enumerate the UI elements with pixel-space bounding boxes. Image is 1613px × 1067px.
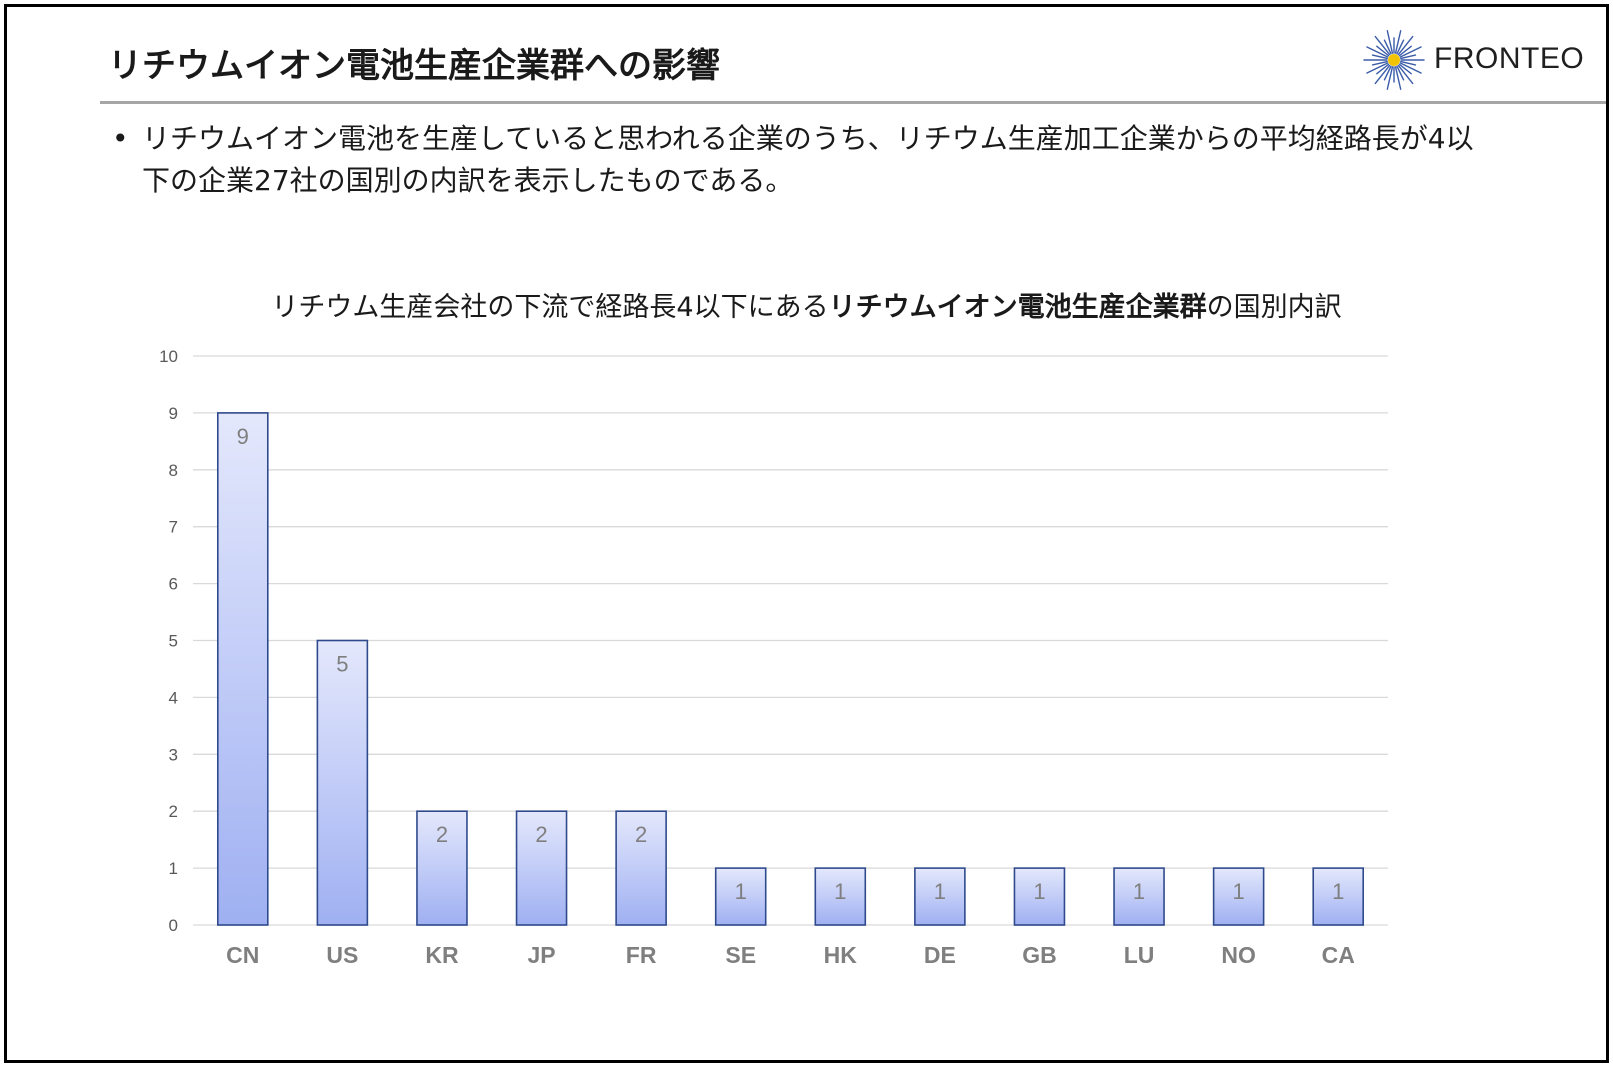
chart-title: リチウム生産会社の下流で経路長4以下にあるリチウムイオン電池生産企業群の国別内訳	[0, 285, 1613, 324]
logo-ray	[1399, 62, 1422, 74]
logo-ray	[1399, 46, 1422, 58]
data-label: 2	[535, 822, 547, 847]
logo-ray	[1386, 66, 1394, 90]
logo-ray	[1398, 63, 1412, 75]
logo-ray	[1396, 65, 1405, 81]
logo-center	[1388, 54, 1400, 66]
logo-ray	[1383, 39, 1392, 55]
data-label: 1	[735, 879, 747, 904]
x-tick-label: FR	[626, 942, 657, 968]
bullet-marker: •	[112, 122, 129, 155]
x-tick-label: HK	[824, 942, 858, 968]
bar-de	[914, 867, 966, 926]
data-label: 9	[237, 424, 249, 449]
fronteo-logo: FRONTEO	[1362, 28, 1602, 92]
gridlines	[193, 355, 1388, 926]
logo-ray	[1366, 46, 1389, 58]
y-tick-label: 8	[169, 461, 178, 480]
y-tick-label: 3	[169, 745, 178, 764]
bar-fr	[615, 810, 667, 926]
bar-cn	[216, 412, 269, 926]
logo-ray	[1371, 60, 1388, 66]
data-label: 1	[1033, 879, 1045, 904]
bar-se	[714, 867, 767, 926]
y-tick-label: 5	[169, 632, 178, 651]
bar-jp	[515, 810, 568, 926]
logo-ray	[1386, 30, 1394, 54]
logo-ray	[1397, 64, 1414, 85]
slide-title: リチウムイオン電池生産企業群への影響	[108, 46, 720, 86]
y-tick-label: 7	[169, 518, 178, 537]
logo-ray	[1397, 35, 1414, 56]
slide-frame	[4, 4, 1609, 1063]
x-tick-label: KR	[425, 942, 459, 968]
data-label: 2	[635, 822, 647, 847]
chart-title-regular: リチウム生産会社の下流で経路長4以下にある	[271, 292, 829, 323]
data-label: 5	[336, 652, 348, 677]
chart-title-tail: の国別内訳	[1206, 292, 1342, 323]
x-tick-label: SE	[725, 942, 756, 968]
x-tick-label: US	[326, 942, 358, 968]
logo-ray	[1371, 54, 1388, 60]
bar-ca	[1312, 867, 1365, 926]
bar-gb	[1013, 867, 1066, 926]
logo-ray	[1374, 35, 1391, 56]
bullet-text: リチウムイオン電池を生産していると思われる企業のうち、リチウム生産加工企業からの…	[142, 118, 1532, 202]
logo-ray	[1394, 66, 1402, 90]
x-tick-label: LU	[1124, 942, 1155, 968]
data-label: 1	[834, 879, 846, 904]
data-labels: 9 5 2 2 2 1 1 1 1 1 1 1	[237, 424, 1345, 904]
bar-kr	[416, 810, 468, 926]
logo-ray	[1374, 64, 1391, 85]
x-tick-label: NO	[1221, 942, 1256, 968]
logo-ray	[1383, 65, 1392, 81]
logo-ray	[1396, 39, 1405, 55]
data-label: 1	[1133, 879, 1145, 904]
logo-ray	[1366, 62, 1389, 74]
data-label: 2	[436, 822, 448, 847]
bar-no	[1212, 867, 1265, 926]
x-tick-label: GB	[1022, 942, 1057, 968]
logo-ray	[1400, 60, 1417, 66]
x-tick-label: JP	[527, 942, 555, 968]
data-label: 1	[1332, 879, 1344, 904]
y-tick-label: 0	[169, 916, 178, 935]
y-tick-label: 10	[159, 347, 178, 366]
bullet-line-1: リチウムイオン電池を生産していると思われる企業のうち、リチウム生産加工企業からの…	[142, 122, 1474, 155]
title-divider	[100, 101, 1606, 104]
logo-ray	[1398, 45, 1412, 57]
bar-us	[316, 639, 369, 926]
y-tick-label: 2	[169, 802, 178, 821]
chart-title-bold: リチウムイオン電池生産企業群	[828, 292, 1207, 323]
y-axis-ticks: 0 1 2 3 4 5 6 7 8 9 10	[159, 347, 178, 935]
x-tick-label: DE	[924, 942, 956, 968]
logo-ray	[1394, 30, 1402, 54]
sunburst-icon	[1363, 30, 1425, 90]
bar-lu	[1113, 867, 1165, 926]
bars	[216, 412, 1365, 926]
y-tick-label: 9	[169, 404, 178, 423]
logo-ray	[1400, 54, 1417, 60]
y-tick-label: 6	[169, 575, 178, 594]
logo-ray	[1376, 63, 1390, 75]
data-label: 1	[1233, 879, 1245, 904]
x-tick-label: CA	[1322, 942, 1355, 968]
y-tick-label: 1	[169, 859, 178, 878]
logo-ray	[1376, 45, 1390, 57]
x-tick-label: CN	[226, 942, 259, 968]
logo-text: FRONTEO	[1434, 42, 1585, 75]
y-tick-label: 4	[169, 688, 178, 707]
x-axis-categories: CN US KR JP FR SE HK DE GB LU NO CA	[226, 942, 1355, 968]
bullet-line-2: 下の企業27社の国別の内訳を表示したものである。	[142, 164, 794, 197]
bar-hk	[814, 867, 867, 926]
data-label: 1	[934, 879, 946, 904]
